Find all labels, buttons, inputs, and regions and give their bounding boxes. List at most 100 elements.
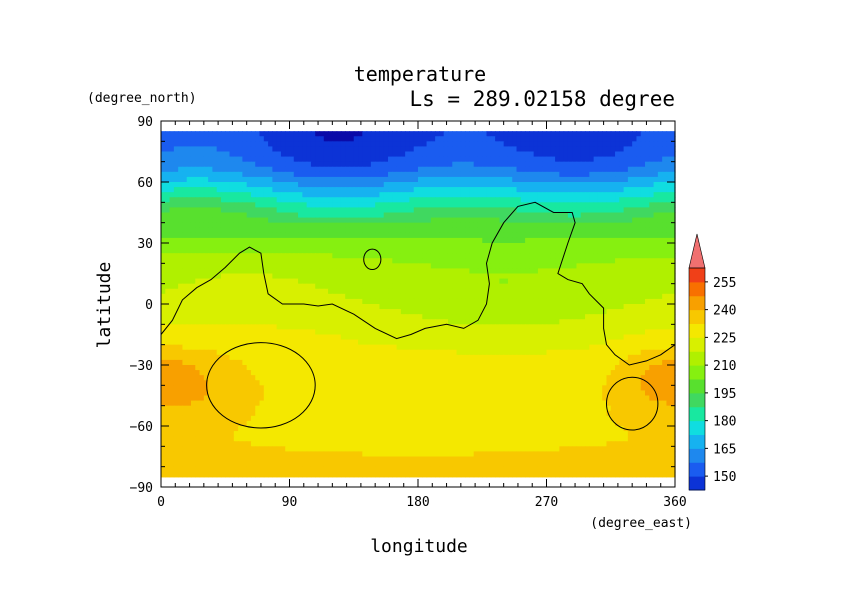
field-cell <box>276 243 282 249</box>
field-cell <box>349 146 355 153</box>
field-cell <box>340 166 346 173</box>
field-cell <box>400 197 406 203</box>
field-cell <box>627 293 633 300</box>
field-cell <box>653 232 659 239</box>
field-cell <box>546 202 552 209</box>
field-cell <box>636 237 642 244</box>
field-cell <box>409 176 415 183</box>
field-cell <box>409 222 415 229</box>
field-cell <box>460 232 466 239</box>
field-cell <box>567 237 573 244</box>
field-cell <box>298 222 303 229</box>
field-cell <box>602 136 608 142</box>
field-cell <box>542 161 548 168</box>
field-cell <box>161 258 166 264</box>
field-cell <box>370 329 376 336</box>
field-cell <box>615 197 620 203</box>
field-cell <box>358 176 363 183</box>
field-cell <box>666 237 672 244</box>
field-cell <box>190 273 196 280</box>
field-cell <box>456 304 462 310</box>
field-cell <box>516 298 522 305</box>
field-cell <box>602 243 608 249</box>
field-cell <box>477 243 483 249</box>
field-cell <box>289 243 295 249</box>
field-cell <box>289 232 295 239</box>
field-cell <box>293 329 299 336</box>
field-cell <box>529 278 535 285</box>
field-cell <box>323 298 329 305</box>
field-cell <box>268 232 273 239</box>
field-cell <box>619 329 625 336</box>
field-cell <box>615 161 620 168</box>
field-cell <box>315 304 321 310</box>
field-cell <box>340 319 346 325</box>
field-cell <box>208 248 213 254</box>
field-cell <box>550 319 556 325</box>
field-cell <box>520 182 526 188</box>
field-cell <box>375 278 381 285</box>
field-cell <box>452 151 458 158</box>
field-cell <box>246 319 252 325</box>
field-cell <box>460 268 466 275</box>
field-cell <box>229 263 235 270</box>
field-cell <box>469 227 475 234</box>
field-cell <box>559 268 565 275</box>
field-cell <box>447 156 453 163</box>
field-cell <box>259 273 265 280</box>
field-cell <box>636 207 642 214</box>
field-cell <box>666 298 672 305</box>
field-cell <box>409 288 415 295</box>
field-cell <box>208 176 213 183</box>
field-cell <box>379 207 385 214</box>
field-cell <box>233 182 239 188</box>
field-cell <box>632 141 638 148</box>
field-cell <box>392 212 398 219</box>
field-cell <box>323 192 329 198</box>
field-cell <box>302 283 308 290</box>
field-cell <box>319 182 325 188</box>
field-cell <box>666 171 672 178</box>
field-cell <box>632 288 638 295</box>
field-cell <box>439 298 445 305</box>
field-cell <box>195 156 201 163</box>
field-cell <box>396 146 402 153</box>
field-cell <box>623 182 629 188</box>
field-cell <box>585 222 590 229</box>
field-cell <box>238 141 243 148</box>
field-cell <box>563 207 569 214</box>
field-cell <box>559 293 565 300</box>
field-cell <box>653 298 659 305</box>
field-cell <box>353 248 359 254</box>
field-cell <box>345 182 351 188</box>
field-cell <box>229 161 235 168</box>
field-cell <box>280 248 286 254</box>
field-cell <box>323 253 329 259</box>
field-cell <box>332 324 338 331</box>
field-cell <box>362 202 368 209</box>
field-cell <box>310 237 316 244</box>
field-cell <box>666 176 672 183</box>
field-cell <box>465 324 470 331</box>
field-cell <box>589 217 595 224</box>
field-cell <box>632 182 638 188</box>
field-cell <box>636 146 642 153</box>
field-cell <box>161 314 166 320</box>
field-cell <box>452 237 458 244</box>
field-cell <box>512 309 518 315</box>
field-cell <box>178 161 184 168</box>
field-cell <box>319 156 325 163</box>
field-cell <box>649 232 655 239</box>
field-cell <box>597 187 603 193</box>
field-cell <box>589 146 595 153</box>
field-cell <box>657 217 663 224</box>
field-cell <box>435 197 441 203</box>
field-cell <box>447 197 453 203</box>
field-cell <box>405 192 411 198</box>
field-cell <box>469 146 475 153</box>
field-cell <box>400 237 406 244</box>
field-cell <box>216 243 222 249</box>
field-cell <box>567 248 573 254</box>
field-cell <box>413 202 419 209</box>
field-cell <box>328 197 333 203</box>
